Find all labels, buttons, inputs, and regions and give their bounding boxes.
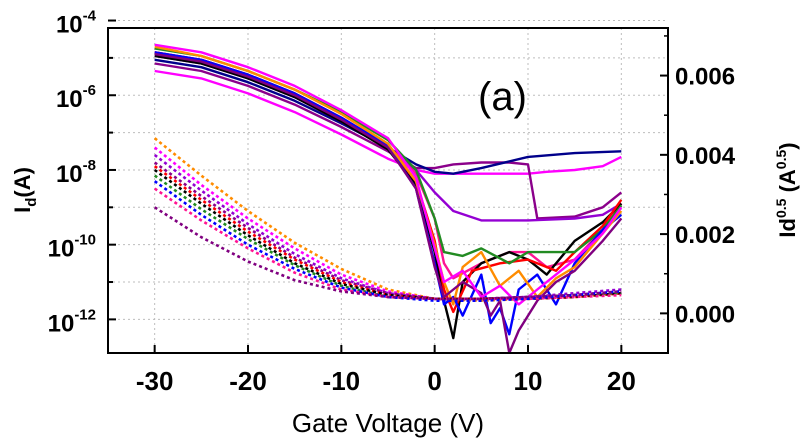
plot-background xyxy=(108,28,668,353)
left-tick-label: 10-8 xyxy=(56,157,96,188)
solid-series-line-8 xyxy=(154,51,623,336)
x-tick-label: -20 xyxy=(229,366,267,396)
right-axis-tick-labels: 0.006 0.004 0.002 0.000 xyxy=(675,64,736,329)
left-axis-title: Id(A) xyxy=(10,167,40,213)
x-tick-label: -10 xyxy=(323,366,361,396)
x-axis-tick-labels: -30 -20 -10 0 10 20 xyxy=(136,366,636,396)
series-group xyxy=(153,43,623,353)
plot-frame xyxy=(107,27,669,354)
right-tick-label: 0.000 xyxy=(675,301,735,328)
dashed-series-line-14 xyxy=(153,153,622,301)
left-tick-label: 10-10 xyxy=(48,232,96,263)
x-tick-label: 10 xyxy=(514,366,543,396)
solid-series-line-11 xyxy=(154,43,623,306)
solid-series-line-9 xyxy=(154,45,623,306)
x-tick-label: 20 xyxy=(607,366,636,396)
x-axis-title: Gate Voltage (V) xyxy=(292,408,484,438)
solid-series-line-2 xyxy=(154,58,622,175)
right-tick-label: 0.004 xyxy=(675,143,736,170)
panel-label: (a) xyxy=(478,75,527,119)
solid-series-line-10 xyxy=(154,52,623,353)
tick-marks xyxy=(108,19,668,353)
left-tick-label: 10-12 xyxy=(48,306,96,337)
solid-series-line-1 xyxy=(154,62,623,220)
left-axis-tick-labels: 10-4 10-6 10-8 10-10 10-12 xyxy=(48,8,97,338)
left-tick-label: 10-4 xyxy=(56,8,97,39)
dashed-series-line-12 xyxy=(153,137,622,302)
x-tick-label: -30 xyxy=(136,366,174,396)
right-tick-label: 0.006 xyxy=(675,64,735,91)
right-axis-title: Id0.5 (A0.5) xyxy=(773,142,800,237)
x-tick-label: 0 xyxy=(427,366,441,396)
dashed-series-line-21 xyxy=(153,206,622,301)
right-tick-label: 0.002 xyxy=(675,222,735,249)
left-tick-label: 10-6 xyxy=(56,82,96,113)
